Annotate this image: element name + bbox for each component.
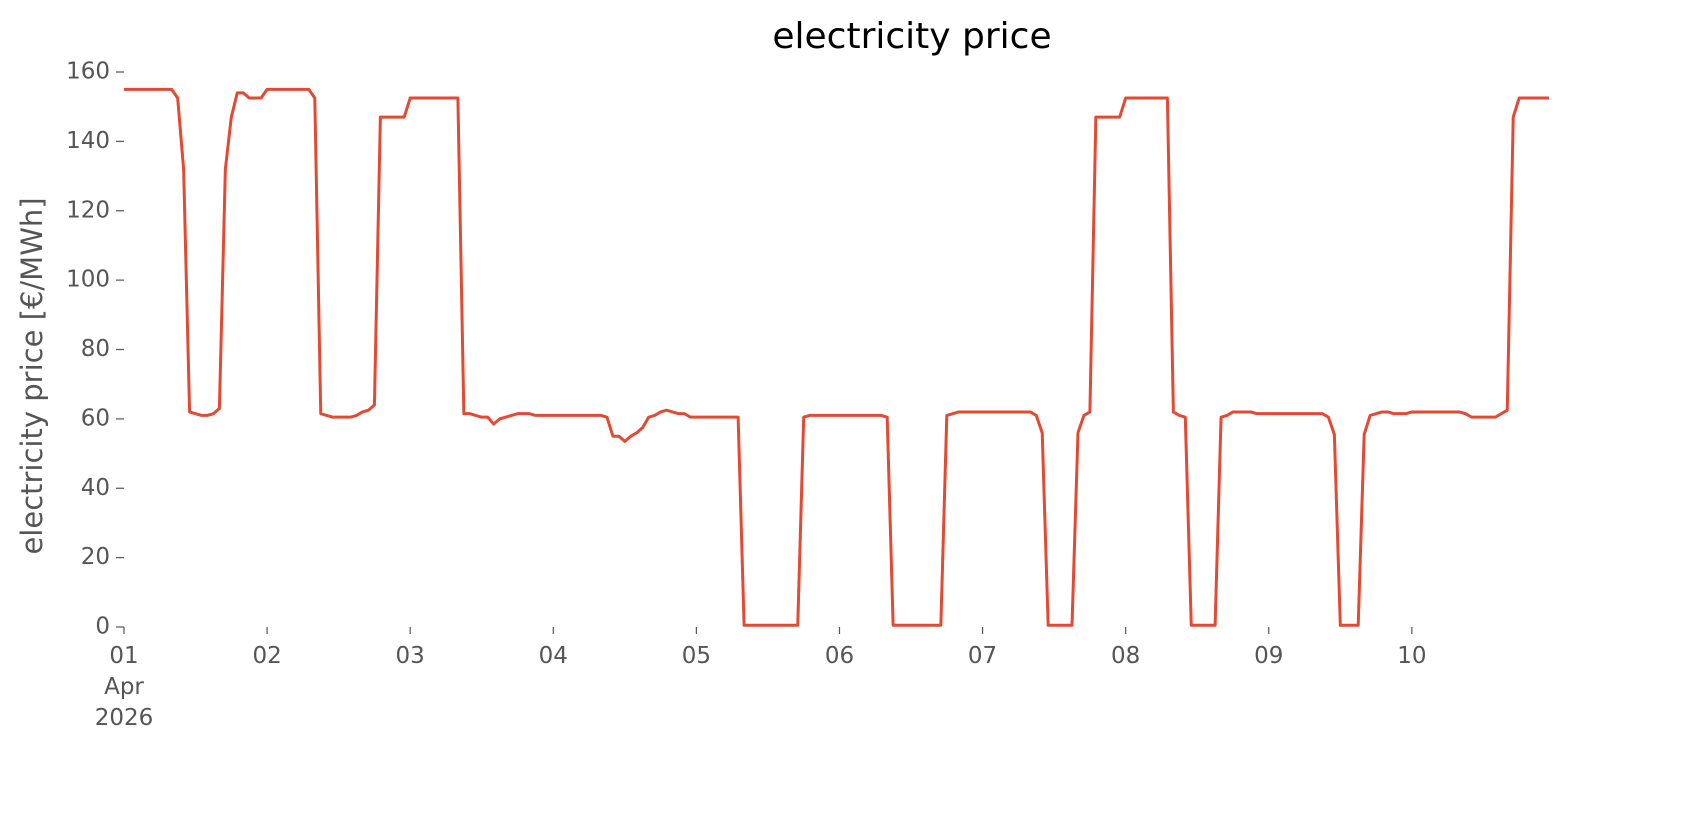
y-tick-label: 160 [66, 59, 110, 85]
y-tick-label: 80 [81, 336, 110, 362]
x-tick-label: 04 [538, 643, 568, 669]
y-tick-label: 20 [81, 544, 110, 570]
x-tick-label: 06 [824, 643, 855, 669]
y-tick-label: 140 [66, 128, 110, 154]
x-tick-label: 01 Apr 2026 [94, 643, 154, 731]
y-tick-label: 120 [66, 197, 110, 223]
y-tick-label: 40 [81, 475, 110, 501]
x-tick-label: 02 [252, 643, 282, 669]
y-tick-label: 60 [81, 405, 110, 431]
x-tick-label: 03 [395, 643, 425, 669]
x-tick-label: 05 [681, 643, 712, 669]
y-axis-label: electricity price [€/MWh] [15, 197, 49, 554]
x-tick-label: 08 [1111, 643, 1141, 669]
x-tick-label: 07 [967, 643, 998, 669]
y-tick-label: 0 [95, 614, 110, 640]
x-tick-label: 09 [1254, 643, 1284, 669]
line [124, 87, 1549, 627]
x-tick-label: 10 [1397, 643, 1427, 669]
chart-title: electricity price [772, 16, 1051, 57]
y-tick-label: 100 [66, 267, 110, 293]
